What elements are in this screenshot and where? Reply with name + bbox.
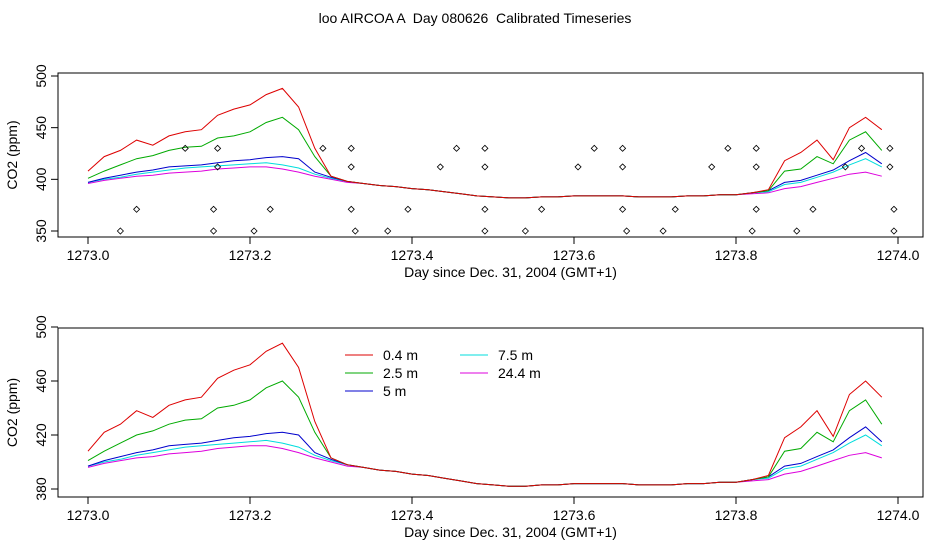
series-line-04m: [87, 342, 883, 487]
x-tick-label: 1274.0: [877, 507, 920, 523]
legend-label: 7.5 m: [498, 347, 533, 363]
data-point-marker: [793, 227, 801, 235]
x-tick-label: 1273.0: [67, 247, 110, 263]
data-point-marker: [209, 205, 218, 213]
x-tick-label: 1273.0: [67, 507, 110, 523]
figure-title: loo AIRCOA A Day 080626 Calibrated Times…: [318, 10, 632, 26]
y-tick-label: 350: [33, 219, 49, 243]
data-point-marker: [347, 163, 355, 171]
data-point-marker: [436, 163, 444, 171]
data-point-marker: [481, 163, 489, 171]
data-point-marker: [214, 144, 222, 152]
x-axis-label: Day since Dec. 31, 2004 (GMT+1): [404, 524, 617, 540]
data-point-marker: [481, 227, 489, 235]
y-tick-label: 420: [33, 423, 49, 447]
data-point-marker: [659, 227, 667, 235]
legend-label: 24.4 m: [498, 365, 541, 381]
data-point-marker: [319, 144, 327, 152]
series-line-75m: [87, 434, 883, 487]
x-tick-label: 1273.2: [229, 247, 272, 263]
data-point-marker: [266, 205, 274, 213]
data-point-marker: [347, 144, 355, 152]
x-tick-label: 1273.8: [715, 247, 758, 263]
y-tick-label: 460: [33, 369, 49, 393]
y-tick-label: 500: [33, 315, 49, 339]
data-point-marker: [133, 205, 141, 213]
data-point-marker: [752, 205, 760, 213]
data-point-marker: [538, 205, 546, 213]
data-point-marker: [724, 144, 732, 152]
data-point-marker: [890, 227, 898, 235]
x-tick-label: 1273.2: [229, 507, 272, 523]
series-line-244m: [87, 166, 882, 199]
data-point-marker: [404, 205, 412, 213]
legend-label: 0.4 m: [383, 347, 418, 363]
series-line-25m: [87, 380, 883, 487]
data-point-marker: [209, 227, 218, 235]
data-point-marker: [619, 144, 627, 152]
data-point-marker: [347, 205, 355, 213]
data-point-marker: [886, 163, 894, 171]
data-point-marker: [886, 144, 894, 152]
data-point-marker: [250, 227, 258, 235]
series-line-244m: [87, 445, 882, 487]
plot-frame-1: [57, 72, 924, 238]
plot-frame-2: [57, 327, 924, 498]
y-tick-label: 380: [33, 477, 49, 501]
data-point-marker: [181, 144, 189, 152]
data-point-marker: [214, 163, 222, 171]
data-point-marker: [671, 205, 679, 213]
data-point-marker: [481, 144, 489, 152]
y-tick-label: 450: [33, 116, 49, 140]
x-tick-label: 1273.4: [391, 247, 434, 263]
x-tick-label: 1274.0: [877, 247, 920, 263]
data-point-marker: [752, 163, 760, 171]
data-point-marker: [384, 227, 392, 235]
series-line-25m: [87, 116, 883, 199]
y-axis-label: CO2 (ppm): [4, 378, 20, 447]
series-line-04m: [87, 87, 883, 199]
x-tick-label: 1273.4: [391, 507, 434, 523]
data-point-marker: [619, 205, 627, 213]
data-point-marker: [748, 227, 756, 235]
data-point-marker: [351, 227, 359, 235]
data-point-marker: [574, 163, 582, 171]
x-tick-label: 1273.8: [715, 507, 758, 523]
data-point-marker: [623, 227, 631, 235]
y-tick-label: 500: [33, 64, 49, 88]
data-point-marker: [752, 144, 760, 152]
data-point-marker: [590, 144, 598, 152]
data-point-marker: [890, 205, 898, 213]
legend-label: 5 m: [383, 383, 406, 399]
data-point-marker: [708, 163, 716, 171]
data-point-marker: [841, 163, 849, 171]
data-point-marker: [857, 144, 866, 152]
y-axis-label: CO2 (ppm): [4, 120, 20, 189]
x-tick-label: 1273.6: [553, 247, 596, 263]
data-point-marker: [809, 205, 817, 213]
legend-label: 2.5 m: [383, 365, 418, 381]
x-tick-label: 1273.6: [553, 507, 596, 523]
data-point-marker: [481, 205, 489, 213]
data-point-marker: [521, 227, 529, 235]
data-point-marker: [619, 163, 627, 171]
x-axis-label: Day since Dec. 31, 2004 (GMT+1): [404, 264, 617, 280]
y-tick-label: 400: [33, 167, 49, 191]
data-point-marker: [116, 227, 124, 235]
data-point-marker: [452, 144, 461, 152]
